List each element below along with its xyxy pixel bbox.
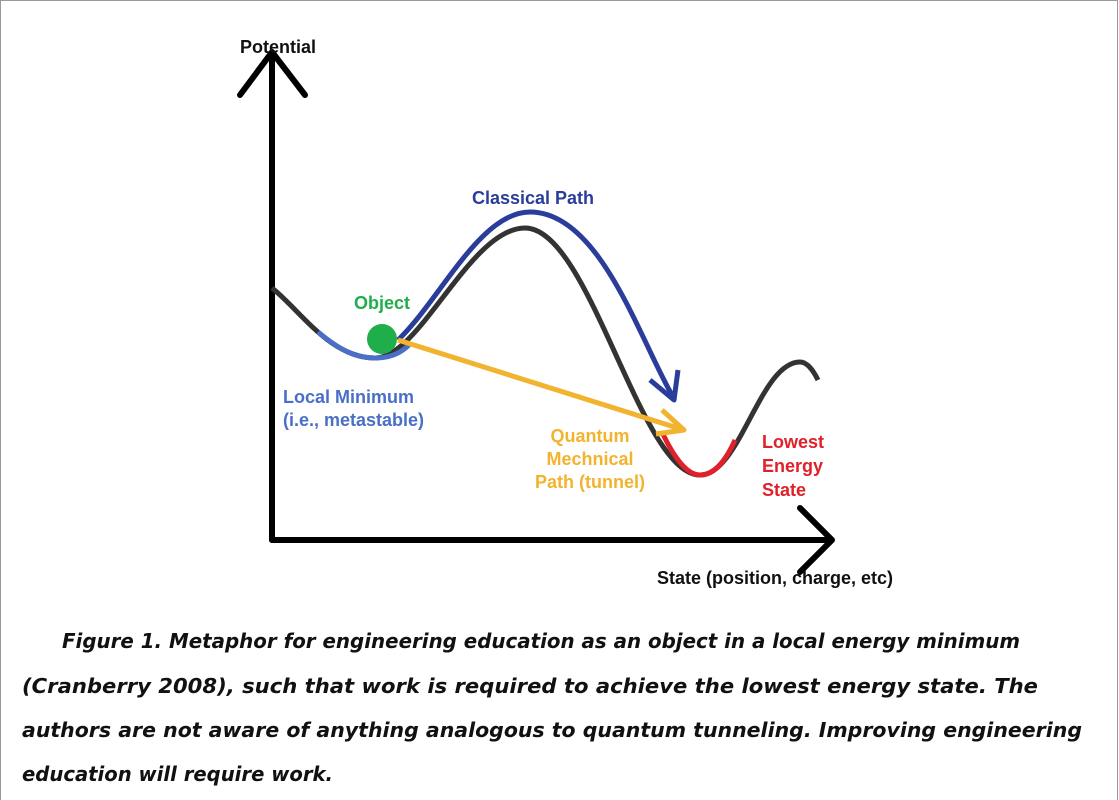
classical-arrowhead (648, 369, 681, 403)
quantum-label: Mechnical (546, 449, 633, 469)
y-axis-label: Potential (240, 37, 316, 57)
tunnel-path (397, 337, 685, 433)
x-axis-label: State (position, charge, etc) (657, 568, 893, 588)
quantum-label: Path (tunnel) (535, 472, 645, 492)
caption-line: authors are not aware of anything analog… (22, 718, 1082, 742)
lowest-label: State (762, 480, 806, 500)
x-axis (269, 505, 835, 575)
local-minimum-label: Local Minimum (283, 387, 414, 407)
lowest-label: Lowest (762, 432, 824, 452)
caption-line: education will require work. (22, 762, 333, 786)
lowest-label: Energy (762, 456, 823, 476)
local-minimum-segment (316, 330, 412, 361)
lowest-segment (659, 430, 738, 478)
caption-line: (Cranberry 2008), such that work is requ… (22, 674, 1038, 698)
tunnel-arrowhead (655, 408, 687, 437)
axes (237, 49, 835, 575)
local-minimum-label: (i.e., metastable) (283, 410, 424, 430)
classical-path (396, 209, 675, 397)
caption-line: Figure 1. Metaphor for engineering educa… (62, 629, 1020, 653)
y-axis (237, 49, 308, 543)
object (367, 324, 397, 354)
object-label: Object (354, 293, 410, 313)
classical-label: Classical Path (472, 188, 594, 208)
quantum-label: Quantum (551, 426, 630, 446)
